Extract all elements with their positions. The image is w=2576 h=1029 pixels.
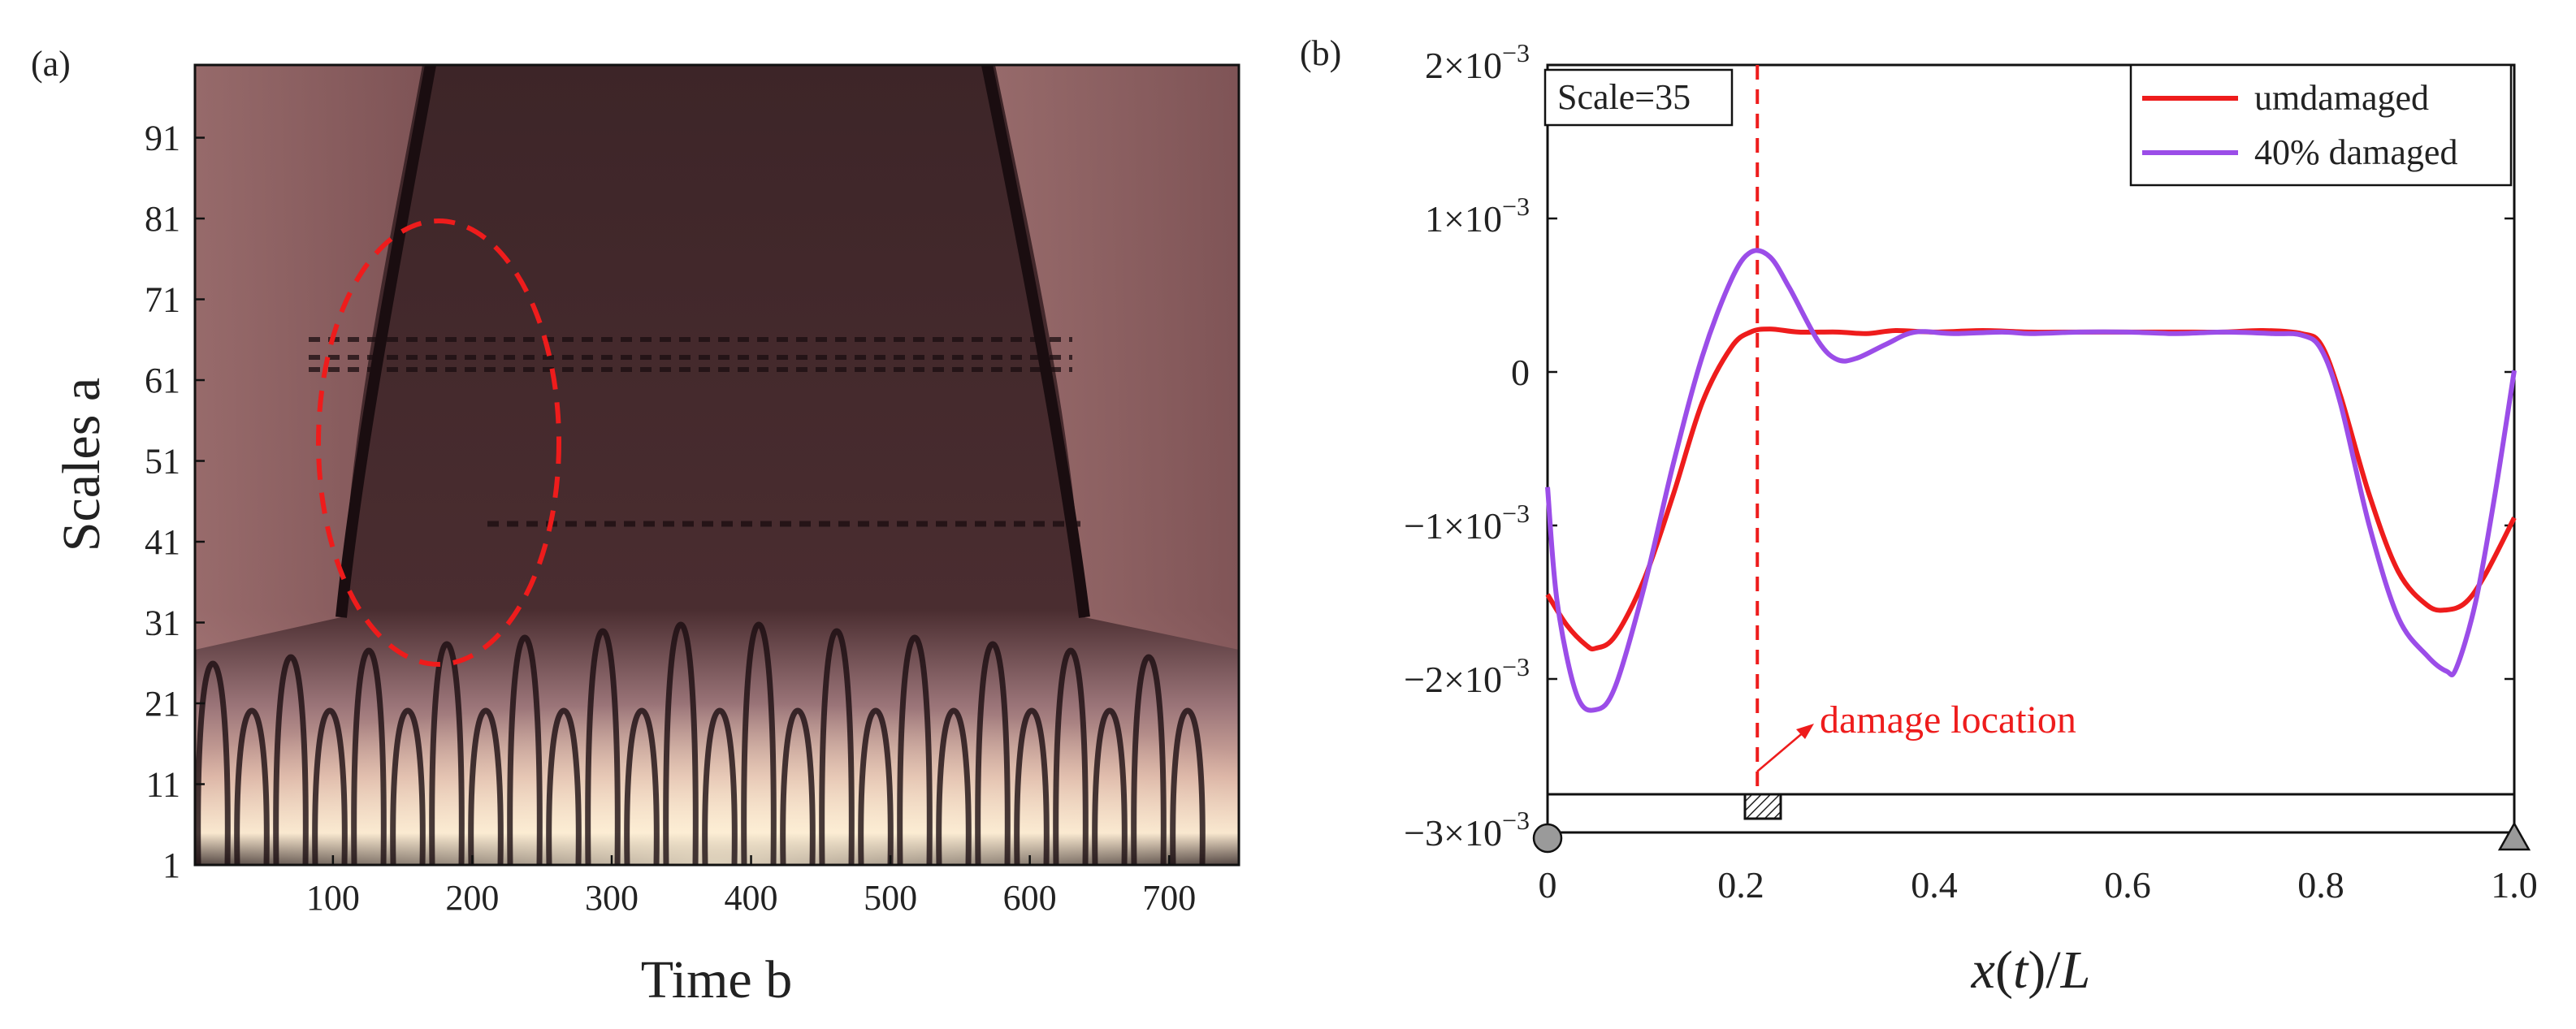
heatmap-lobes xyxy=(195,621,1206,865)
heatmap-lobe xyxy=(468,707,504,865)
heatmap-x-tick-label: 200 xyxy=(445,878,499,918)
heatmap-x-axis-label: Time b xyxy=(641,950,792,1010)
heatmap-x-tick-label: 300 xyxy=(585,878,639,918)
heatmap-lobe xyxy=(1170,707,1206,865)
line-chart-y-tick-label: −1×10−3 xyxy=(1404,499,1530,547)
beam-damage-segment xyxy=(1743,793,1782,820)
heatmap-y-tick-label: 1 xyxy=(162,845,180,885)
heatmap-lobe xyxy=(702,707,738,865)
legend-label-damaged: 40% damaged xyxy=(2254,132,2457,172)
heatmap-lobe xyxy=(936,707,972,865)
scale-box xyxy=(1543,68,1734,127)
heatmap-lobe xyxy=(1131,654,1167,865)
heatmap-y-axis-label: Scales a xyxy=(52,378,111,551)
heatmap-lobe xyxy=(546,707,582,865)
line-chart-x-tick-label: 0 xyxy=(1539,864,1557,906)
heatmap-lobe xyxy=(390,707,426,865)
heatmap-lobe xyxy=(624,707,660,865)
series-undamaged-line xyxy=(1545,326,2517,652)
heatmap-lobe xyxy=(351,647,387,865)
heatmap-right-ridge xyxy=(981,65,1090,618)
heatmap-y-tick-label: 31 xyxy=(145,603,180,643)
legend-label-undamaged: umdamaged xyxy=(2254,78,2429,118)
line-chart-x-tick-label: 0.8 xyxy=(2297,864,2344,906)
line-chart-y-tick-label: 2×10−3 xyxy=(1425,38,1530,86)
line-chart-x-tick-label: 1.0 xyxy=(2491,864,2538,906)
heatmap-lobe xyxy=(1092,707,1128,865)
line-chart-x-tick-label: 0.4 xyxy=(1911,864,1958,906)
heatmap-x-tick-label: 500 xyxy=(864,878,917,918)
heatmap-y-tick-label: 11 xyxy=(146,765,180,805)
heatmap-y-tick-label: 41 xyxy=(145,522,180,562)
damage-ellipse-marker xyxy=(316,218,561,667)
heatmap-y-tick-label: 71 xyxy=(145,280,180,320)
heatmap-lobe xyxy=(975,641,1011,865)
heatmap-y-tick-label: 51 xyxy=(145,442,180,482)
damage-annotation-text: damage location xyxy=(1820,698,2076,741)
line-chart-y-tick-label: −3×10−3 xyxy=(1404,806,1530,854)
heatmap-y-tick-label: 21 xyxy=(145,684,180,724)
heatmap-lobe xyxy=(429,641,465,865)
beam-schematic xyxy=(1532,793,2531,854)
heatmap-x-tick-label: 400 xyxy=(725,878,778,918)
damage-annotation-arrowhead xyxy=(1796,724,1814,739)
heatmap-lobe xyxy=(1053,647,1089,865)
heatmap-y-tick-label: 81 xyxy=(145,199,180,239)
line-chart-x-axis-label: x(t)/L xyxy=(1971,940,2091,1000)
heatmap-right-region xyxy=(995,65,1239,650)
heatmap-lobe xyxy=(234,707,270,865)
heatmap-x-tick-label: 600 xyxy=(1003,878,1057,918)
panel-a-label: (a) xyxy=(31,44,71,84)
heatmap-lobe xyxy=(312,707,348,865)
beam-left-support xyxy=(1532,823,1563,854)
heatmap-lobe xyxy=(585,628,621,865)
beam-right-support xyxy=(2497,821,2531,851)
line-chart-axes: 0 0.2 0.4 0.6 0.8 1.0 −3×10−3 −2×10−3 −1×10−3 0 1×… xyxy=(1404,38,2538,906)
line-chart-y-tick-label: −2×10−3 xyxy=(1404,652,1530,700)
heatmap-lobe xyxy=(663,621,699,865)
heatmap-left-ridge xyxy=(336,65,436,618)
heatmap-lobe xyxy=(780,707,816,865)
line-chart-y-tick-label: 0 xyxy=(1511,352,1530,393)
legend: umdamaged 40% damaged xyxy=(2129,63,2513,187)
line-chart-y-tick-label: 1×10−3 xyxy=(1425,192,1530,240)
heatmap-lobe xyxy=(897,634,933,865)
scale-box-text: Scale=35 xyxy=(1557,77,1691,117)
heatmap-lobe xyxy=(1014,707,1050,865)
beam-body xyxy=(1546,793,2516,834)
heatmap-y-tick-label: 61 xyxy=(145,361,180,400)
line-chart-x-tick-label: 0.2 xyxy=(1717,864,1764,906)
heatmap-plot xyxy=(195,65,1239,865)
heatmap-x-tick-label: 100 xyxy=(306,878,360,918)
heatmap-stripes xyxy=(309,337,1080,527)
line-chart-x-tick-label: 0.6 xyxy=(2104,864,2151,906)
heatmap-lobe xyxy=(507,634,543,865)
damage-annotation-arrow xyxy=(1756,730,1806,772)
legend-box xyxy=(2129,63,2513,187)
line-chart-series xyxy=(1545,248,2517,713)
damage-annotation: damage location xyxy=(1756,698,2076,772)
heatmap-lobe xyxy=(858,707,894,865)
heatmap-lobe xyxy=(819,628,855,865)
heatmap-frame xyxy=(193,63,1240,867)
heatmap-lobe xyxy=(741,621,777,865)
heatmap-x-tick-label: 700 xyxy=(1142,878,1196,918)
heatmap-lobe xyxy=(195,660,231,865)
heatmap-lobe xyxy=(273,654,309,865)
panel-b-label: (b) xyxy=(1300,33,1341,73)
series-damaged-line xyxy=(1545,248,2517,713)
heatmap-y-tick-label: 91 xyxy=(145,119,180,158)
